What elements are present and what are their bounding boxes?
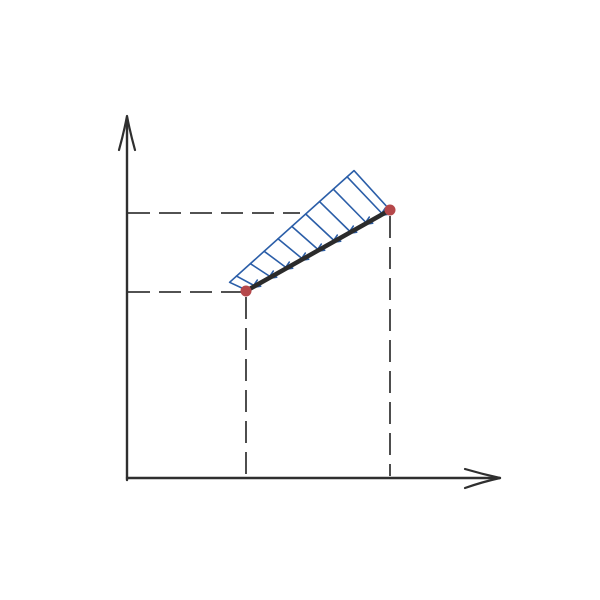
load-line (346, 176, 383, 215)
load-line (332, 188, 367, 224)
end-node (384, 204, 396, 216)
arrow-up-icon (117, 114, 137, 152)
start-node (240, 285, 252, 297)
load-line (277, 238, 303, 260)
load-line (235, 275, 255, 287)
load-line (304, 213, 335, 242)
inclined-member (243, 207, 393, 294)
load-line (249, 262, 271, 278)
load-line (318, 200, 351, 233)
guide-lines (128, 212, 391, 476)
distributed-load (228, 169, 390, 290)
arrow-right-icon (463, 467, 502, 490)
load-envelope (228, 169, 390, 290)
load-line (263, 250, 287, 269)
load-line (291, 225, 319, 251)
axes (117, 114, 502, 490)
